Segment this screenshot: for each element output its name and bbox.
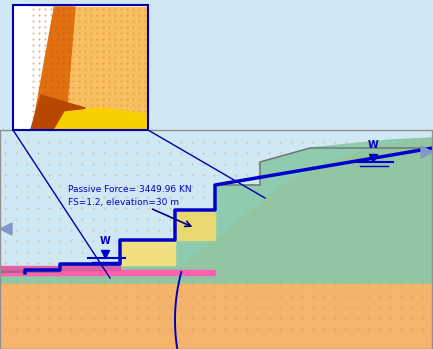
Polygon shape [175, 210, 215, 240]
Polygon shape [0, 223, 12, 235]
Polygon shape [421, 146, 433, 158]
Polygon shape [120, 240, 175, 265]
Text: W: W [100, 236, 110, 246]
Polygon shape [31, 7, 147, 129]
Polygon shape [0, 138, 433, 349]
Polygon shape [55, 108, 147, 129]
Polygon shape [14, 7, 53, 129]
Text: W: W [368, 140, 378, 150]
Polygon shape [31, 95, 85, 129]
Polygon shape [31, 7, 75, 129]
Bar [0, 130, 432, 349]
Text: Passive Force= 3449.96 KN: Passive Force= 3449.96 KN [68, 185, 192, 194]
Text: FS=1.2, elevation=30 m: FS=1.2, elevation=30 m [68, 198, 179, 207]
Polygon shape [0, 138, 433, 283]
Bar [13, 5, 148, 130]
Polygon shape [13, 5, 148, 130]
